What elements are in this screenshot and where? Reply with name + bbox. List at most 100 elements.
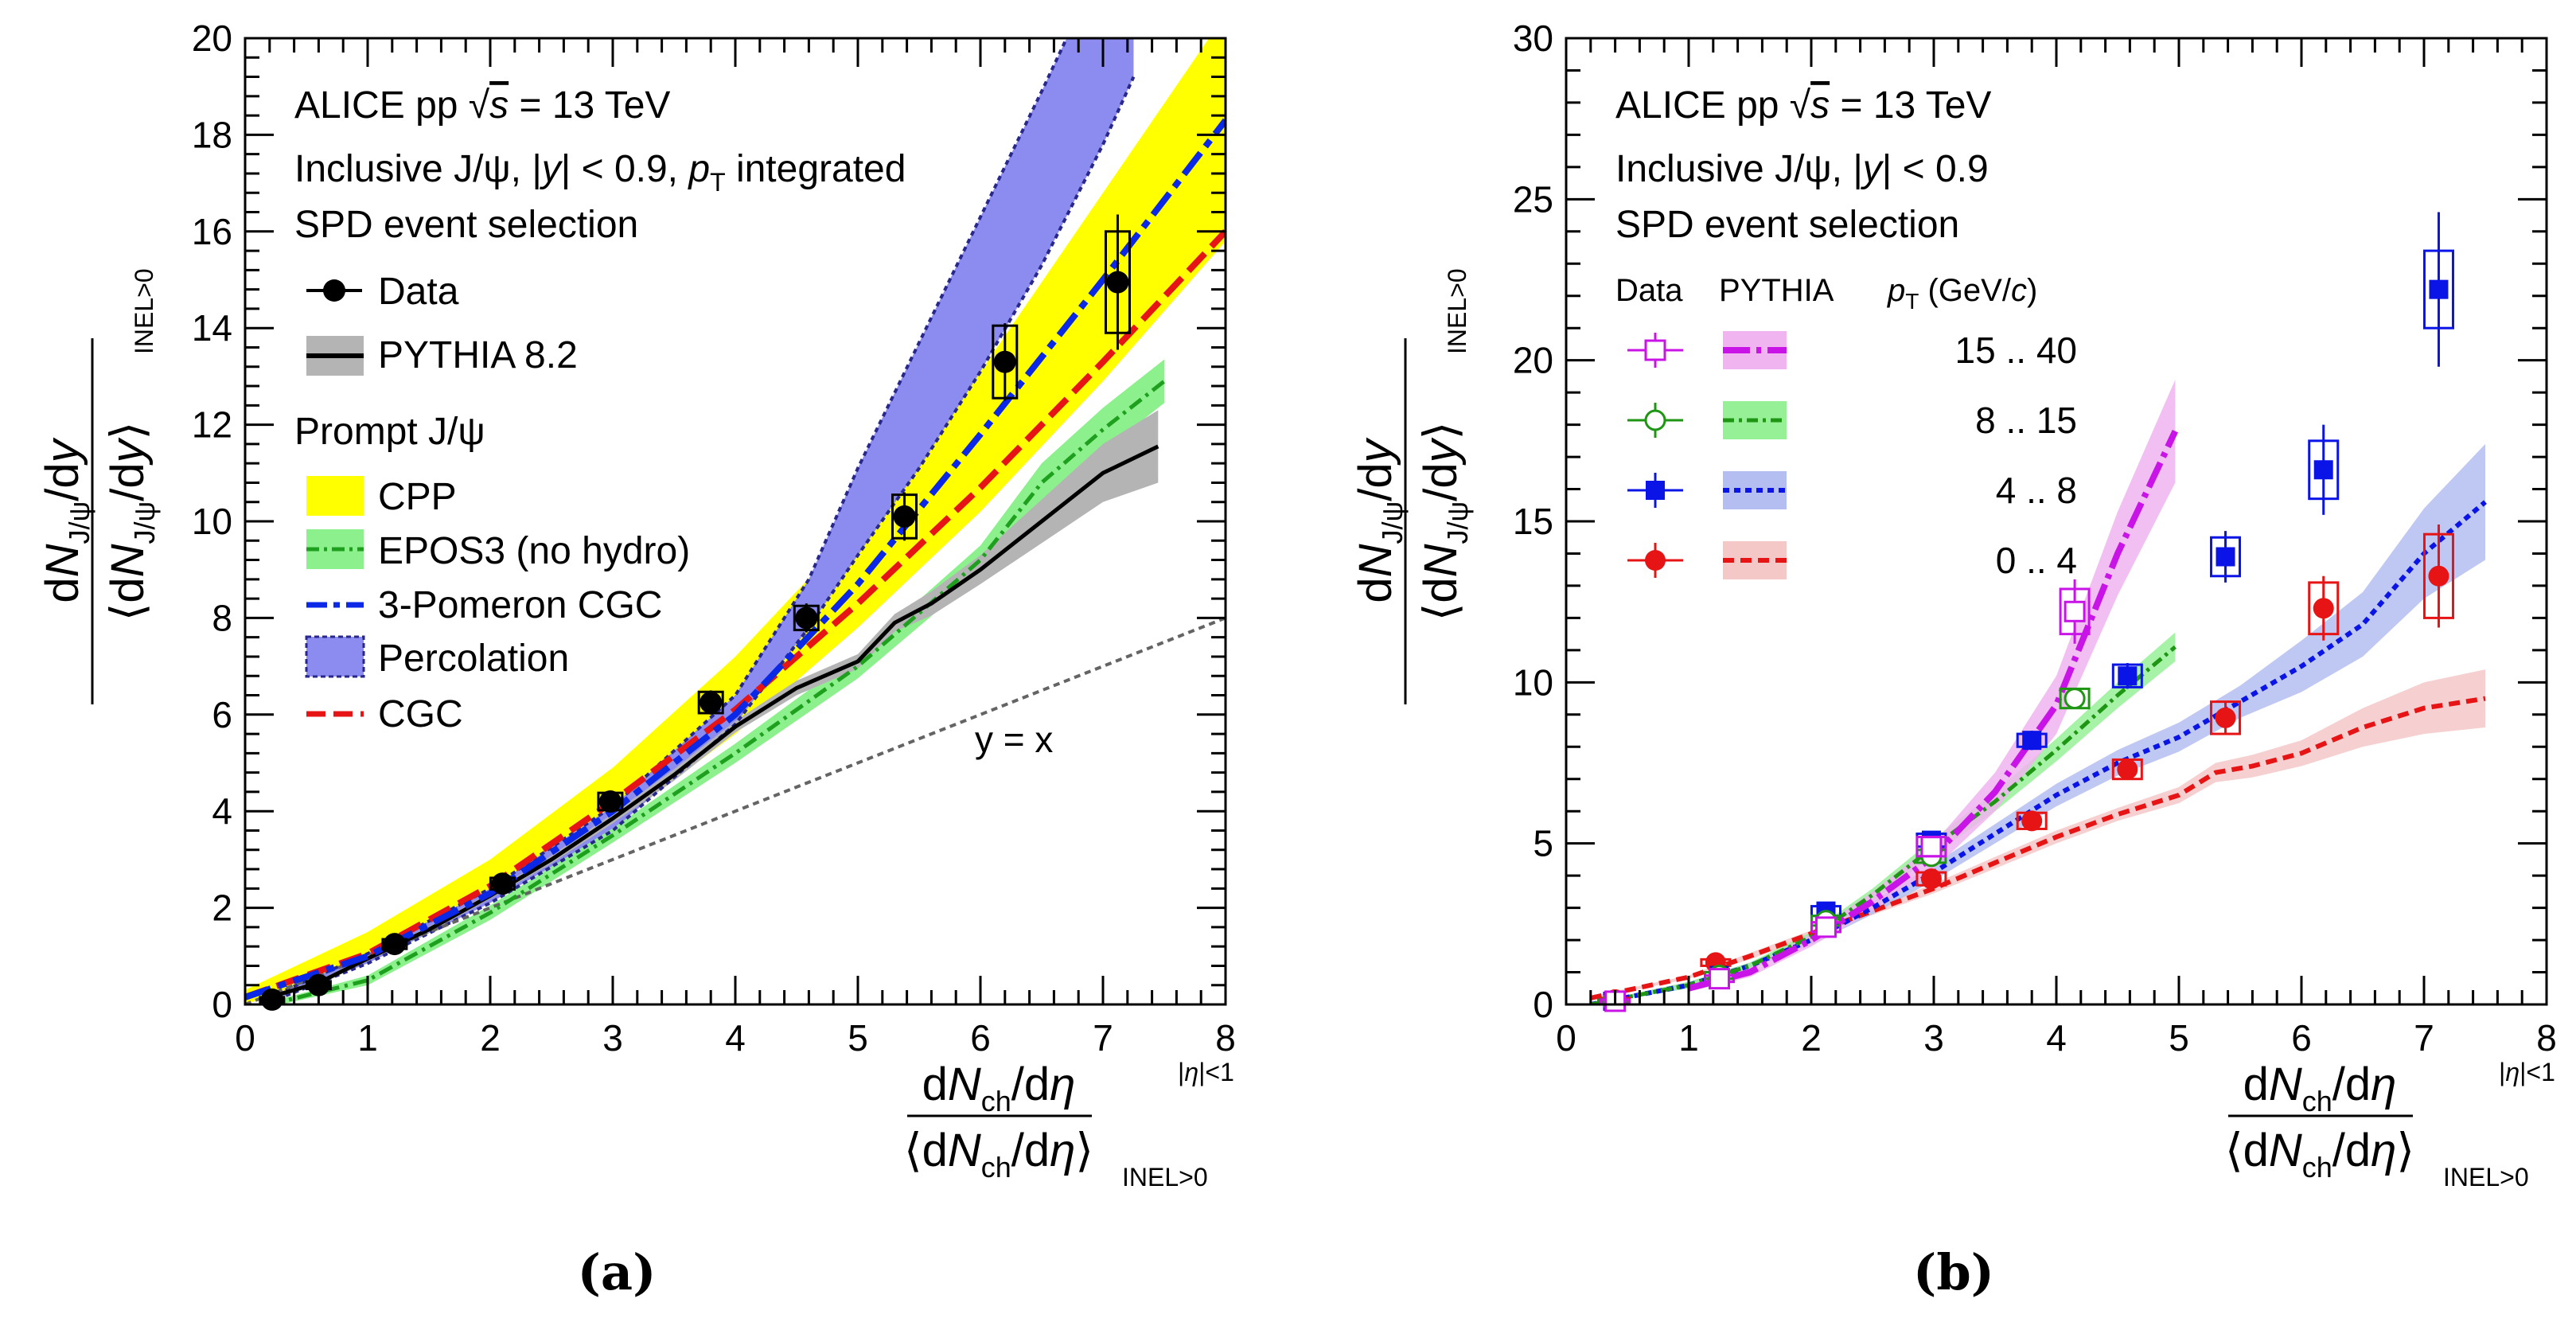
x-tick-label: 5 — [848, 1017, 868, 1059]
data-point — [697, 690, 724, 715]
legend-percolation: Percolation — [378, 638, 569, 680]
data-point-full-circle — [2210, 700, 2242, 735]
panel-a-ylabel-den: ⟨dNJ/ψ/dy⟩ — [102, 422, 161, 621]
data-point — [793, 603, 820, 633]
data-point — [597, 790, 624, 813]
y-tick-label: 14 — [192, 307, 232, 349]
syst-box — [2111, 663, 2143, 688]
syst-box — [2210, 536, 2242, 578]
marker-full-square — [1646, 481, 1665, 500]
data-syst-box — [891, 493, 918, 540]
svg-text:⟨dNJ/ψ/dy⟩: ⟨dNJ/ψ/dy⟩ — [1415, 422, 1474, 621]
data-point — [305, 973, 332, 996]
y-equals-x-line — [245, 616, 1226, 1004]
data-point-full-square — [2308, 424, 2340, 515]
panel-a-xlabel: dNch/dη |η|<1 ⟨dNch/dη⟩ INEL>0 — [904, 1058, 1234, 1191]
marker-full-circle — [1920, 868, 1942, 890]
legend-data-marker — [323, 279, 345, 302]
legend-b-range: 4 .. 8 — [1996, 470, 2077, 511]
marker-full-square — [2313, 460, 2333, 480]
x-tick-label: 6 — [970, 1017, 991, 1059]
data-point-full-square — [2422, 212, 2454, 367]
marker-open-square — [1814, 916, 1837, 938]
legend-pythia: PYTHIA 8.2 — [378, 334, 578, 376]
marker-open-square — [1644, 339, 1666, 361]
panel-a-ylabel-sub: INEL>0 — [130, 268, 158, 354]
y-tick-label: 4 — [212, 790, 232, 832]
syst-box — [2422, 249, 2454, 330]
pomeron-cgc-line — [245, 118, 1226, 1000]
panel-b: 0 1 2 3 4 5 6 7 8 0 5 10 15 20 25 30 dNJ/ψ/dy ⟨dNJ/ψ/dy… — [1350, 18, 2557, 1191]
caption-b: (b) — [1913, 1243, 1994, 1301]
legend-pomeron: 3-Pomeron CGC — [378, 584, 662, 626]
data-syst-box — [992, 324, 1019, 400]
syst-box — [2210, 700, 2242, 735]
marker-full-square — [2022, 731, 2042, 751]
data-point — [489, 872, 516, 895]
y-tick-label: 10 — [192, 501, 232, 542]
y-tick-label: 20 — [1513, 340, 1553, 381]
model-line-full-square — [1590, 500, 2487, 1004]
legend-b-row: 0 .. 4 — [1627, 540, 2077, 581]
marker-open-square — [1709, 968, 1730, 990]
data-marker — [993, 350, 1016, 373]
marker-full-square — [2429, 279, 2449, 299]
y-tick-label: 0 — [1533, 984, 1553, 1025]
data-point-open-square — [1915, 836, 1947, 858]
data-marker — [598, 790, 622, 813]
model-line-open-circle — [1590, 645, 2177, 1004]
svg-text:INEL>0: INEL>0 — [1122, 1163, 1208, 1191]
data-point-open-circle — [2059, 687, 2091, 710]
x-tick-label: 3 — [1923, 1017, 1944, 1059]
legend-b-band — [1723, 471, 1787, 509]
legend-prompt-header: Prompt J/ψ — [294, 411, 485, 453]
y-tick-label: 10 — [1513, 661, 1553, 703]
model-line-full-circle — [1590, 696, 2486, 1000]
x-tick-label: 8 — [2536, 1017, 2557, 1059]
y-tick-label: 8 — [212, 597, 232, 638]
panel-b-xlabel: dNch/dη |η|<1 ⟨dNch/dη⟩ INEL>0 — [2225, 1058, 2555, 1191]
x-tick-label: 6 — [2291, 1017, 2312, 1059]
y-tick-label: 12 — [192, 404, 232, 446]
data-marker — [1106, 271, 1129, 294]
data-point-full-circle — [2422, 525, 2454, 628]
panel-a-ylabel: dNJ/ψ/dy ⟨dNJ/ψ/dy⟩ INEL>0 — [37, 268, 161, 704]
panel-b-title-1: ALICE pp √s = 13 TeV — [1615, 84, 1991, 127]
svg-text:|η|<1: |η|<1 — [2499, 1058, 2555, 1086]
caption-a: (a) — [578, 1243, 657, 1301]
marker-full-circle — [2117, 759, 2138, 780]
model-band-full-circle — [1590, 669, 2485, 1000]
data-point-full-square — [2016, 731, 2048, 751]
data-point-full-circle — [2016, 810, 2048, 832]
y-tick-label: 18 — [192, 114, 232, 155]
x-tick-label: 4 — [725, 1017, 746, 1059]
pythia-line — [269, 444, 1159, 1000]
y-tick-label: 0 — [212, 984, 232, 1025]
data-syst-box — [1104, 230, 1131, 334]
y-tick-label: 6 — [212, 694, 232, 735]
panel-a-ylabel-num: dNJ/ψ/dy — [37, 437, 95, 603]
syst-box — [2308, 581, 2340, 636]
svg-text:dNch/dη: dNch/dη — [2243, 1059, 2397, 1117]
panel-a-title-2: Inclusive J/ψ, |y| < 0.9, pT integrated — [294, 148, 906, 197]
svg-text:⟨dNch/dη⟩: ⟨dNch/dη⟩ — [904, 1125, 1093, 1184]
data-marker — [307, 973, 330, 996]
x-tick-label: 7 — [1093, 1017, 1113, 1059]
marker-open-circle — [2064, 688, 2086, 710]
data-point — [381, 933, 408, 956]
panel-a-legend: Data PYTHIA 8.2 Prompt J/ψ CPP EPOS3 (no… — [294, 271, 690, 735]
data-point — [891, 492, 918, 541]
panel-b-title-2: Inclusive J/ψ, |y| < 0.9 — [1615, 148, 1989, 190]
data-point-open-square — [2059, 579, 2091, 644]
x-tick-label: 0 — [1556, 1017, 1576, 1059]
panel-a-title-3: SPD event selection — [294, 204, 638, 246]
x-tick-label: 3 — [602, 1017, 623, 1059]
data-marker — [893, 505, 916, 528]
panel-b-ylabel: dNJ/ψ/dy ⟨dNJ/ψ/dy⟩ INEL>0 — [1350, 268, 1474, 704]
data-marker — [491, 872, 514, 895]
marker-full-square — [2216, 547, 2235, 567]
data-marker — [260, 988, 283, 1011]
data-point — [992, 323, 1019, 401]
data-marker — [700, 691, 723, 714]
